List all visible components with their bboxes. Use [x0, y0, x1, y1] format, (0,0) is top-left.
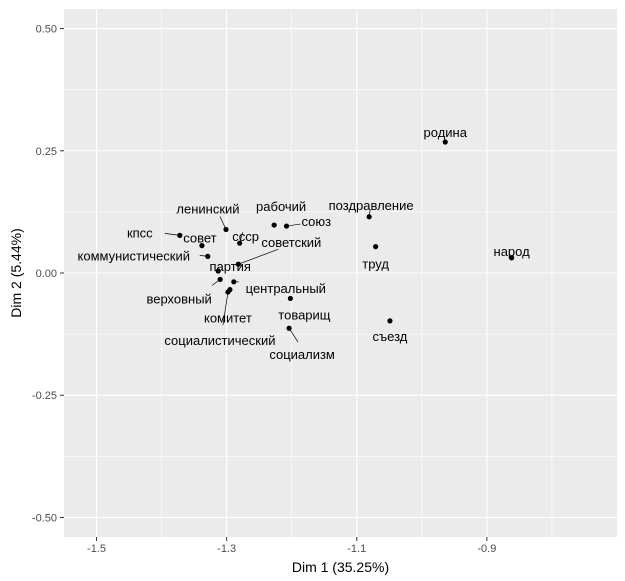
data-points: [177, 139, 515, 331]
point-labels: родинанародпоздравлениетрудсъездрабочийс…: [78, 125, 531, 362]
y-tick-label: 0.50: [36, 24, 57, 36]
point-label: верховный: [146, 291, 211, 306]
y-tick-label: 0.25: [36, 146, 57, 158]
data-point: [283, 223, 290, 229]
data-point: [271, 222, 277, 228]
point-label: ленинский: [176, 201, 239, 216]
data-point: [199, 243, 205, 249]
point-label: центральный: [246, 281, 326, 296]
x-axis: -1.5 -1.3 -1.1 -0.9: [87, 537, 496, 555]
data-point: [205, 253, 211, 259]
point-label: труд: [362, 257, 389, 272]
data-point: [237, 240, 243, 246]
data-point: [217, 276, 223, 282]
point-label: комитет: [204, 311, 252, 326]
point-label: кпсс: [127, 225, 153, 240]
point-label: советский: [261, 235, 321, 250]
y-axis: -0.50 -0.25 0.00 0.25 0.50: [32, 24, 64, 524]
point-label: поздравление: [329, 198, 414, 213]
data-point: [235, 261, 241, 267]
point-label: народ: [494, 244, 531, 259]
x-tick-label: -1.1: [347, 543, 366, 555]
x-tick-label: -1.3: [217, 543, 236, 555]
point-label: коммунистический: [78, 248, 190, 263]
x-axis-title: Dim 1 (35.25%): [292, 559, 389, 575]
data-point: [442, 139, 448, 145]
point-label: съезд: [373, 329, 408, 344]
data-point: [373, 244, 379, 250]
x-tick-label: -1.5: [87, 543, 106, 555]
data-point: [387, 318, 393, 324]
point-label: социалистический: [164, 333, 275, 348]
point-label: партия: [209, 259, 250, 274]
label-connector: [288, 328, 299, 343]
data-point: [231, 279, 237, 285]
data-point: [509, 255, 515, 261]
point-label: социализм: [269, 347, 335, 362]
data-point: [215, 268, 221, 274]
point-label: родина: [424, 125, 468, 140]
y-tick-label: -0.25: [32, 390, 57, 402]
label-connectors: [164, 209, 371, 343]
point-label: ссср: [232, 229, 259, 244]
data-point: [177, 232, 183, 238]
data-point: [223, 226, 229, 233]
y-tick-label: 0.00: [36, 268, 57, 280]
label-connector: [222, 292, 229, 326]
y-axis-title: Dim 2 (5.44%): [8, 228, 24, 317]
data-point: [366, 214, 372, 220]
data-point: [225, 289, 231, 295]
point-label: союз: [302, 214, 332, 229]
point-label: совет: [183, 231, 216, 246]
x-tick-label: -0.9: [477, 543, 496, 555]
y-tick-label: -0.50: [32, 512, 57, 524]
data-point: [287, 295, 294, 302]
point-label: товарищ: [278, 307, 331, 322]
grid-major: [64, 9, 617, 537]
label-connector: [238, 248, 279, 265]
data-point: [286, 325, 292, 331]
point-label: рабочий: [256, 199, 306, 214]
